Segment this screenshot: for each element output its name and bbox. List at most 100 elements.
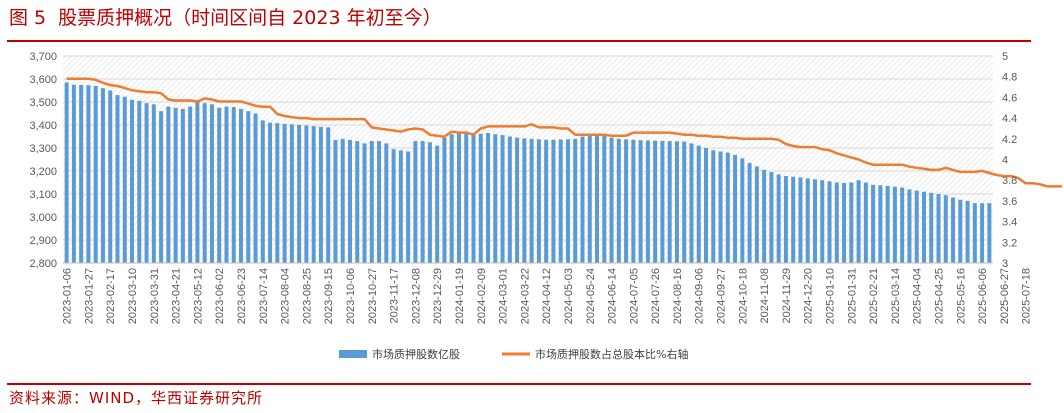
bar bbox=[631, 139, 636, 263]
bar bbox=[224, 106, 229, 263]
bar bbox=[842, 182, 847, 263]
bar bbox=[122, 96, 127, 264]
bar bbox=[529, 138, 534, 263]
bar bbox=[682, 141, 687, 263]
bar bbox=[420, 141, 425, 263]
bar bbox=[718, 151, 723, 263]
bar bbox=[951, 197, 956, 263]
bar bbox=[239, 108, 244, 264]
x-tick-label: 2024-12-20 bbox=[803, 268, 815, 324]
x-tick-label: 2023-11-17 bbox=[389, 268, 401, 323]
bar bbox=[921, 191, 926, 263]
bar bbox=[791, 176, 796, 263]
x-tick-label: 2025-02-21 bbox=[868, 268, 880, 324]
right-tick-label: 3.2 bbox=[1002, 237, 1017, 249]
right-tick-label: 4.2 bbox=[1002, 134, 1017, 146]
bar bbox=[892, 186, 897, 263]
bar bbox=[347, 139, 352, 263]
right-tick-label: 3 bbox=[1002, 258, 1008, 270]
left-tick-label: 3,300 bbox=[29, 143, 57, 155]
x-tick-label: 2024-05-24 bbox=[585, 268, 597, 324]
bar bbox=[595, 135, 600, 263]
bar bbox=[377, 141, 382, 263]
left-tick-label: 2,900 bbox=[29, 235, 57, 247]
bar bbox=[275, 123, 280, 263]
left-tick-label: 3,700 bbox=[29, 51, 57, 63]
x-tick-label: 2024-08-16 bbox=[672, 268, 684, 324]
x-tick-label: 2023-12-08 bbox=[410, 268, 422, 324]
bar bbox=[725, 152, 730, 263]
bar bbox=[660, 140, 665, 263]
bar bbox=[180, 108, 185, 264]
right-tick-label: 3.4 bbox=[1002, 217, 1017, 229]
bar bbox=[391, 149, 396, 263]
bar bbox=[464, 132, 469, 263]
bar bbox=[64, 82, 69, 263]
bar bbox=[515, 137, 520, 263]
bar bbox=[573, 138, 578, 263]
right-tick-label: 5 bbox=[1002, 51, 1008, 63]
bar bbox=[369, 141, 374, 263]
bar bbox=[704, 148, 709, 263]
bar bbox=[486, 133, 491, 263]
bar bbox=[246, 111, 251, 263]
x-tick-label: 2024-04-12 bbox=[541, 268, 553, 324]
right-tick-label: 4.8 bbox=[1002, 72, 1017, 84]
bar bbox=[696, 145, 701, 263]
bar bbox=[616, 138, 621, 263]
bar bbox=[958, 199, 963, 263]
bar bbox=[130, 99, 135, 263]
bar bbox=[580, 136, 585, 263]
x-tick-label: 2023-05-12 bbox=[192, 268, 204, 324]
x-tick-label: 2024-05-03 bbox=[563, 268, 575, 324]
bar bbox=[137, 100, 142, 263]
bar bbox=[820, 180, 825, 263]
x-tick-label: 2023-08-04 bbox=[280, 268, 292, 324]
bar bbox=[86, 85, 91, 264]
left-tick-label: 2,800 bbox=[29, 258, 57, 270]
x-tick-label: 2023-06-23 bbox=[236, 268, 248, 324]
bar bbox=[304, 125, 309, 264]
bar bbox=[398, 150, 403, 263]
left-tick-label: 3,500 bbox=[29, 97, 57, 109]
ratio-line bbox=[66, 77, 1062, 188]
bar bbox=[827, 181, 832, 263]
bar bbox=[362, 143, 367, 263]
x-tick-label: 2025-07-18 bbox=[1021, 268, 1033, 324]
bar bbox=[565, 139, 570, 263]
x-tick-label: 2024-09-27 bbox=[716, 268, 728, 324]
right-tick-label: 4 bbox=[1002, 155, 1008, 167]
x-tick-label: 2023-10-06 bbox=[345, 268, 357, 324]
right-axis: 3 3.2 3.4 3.6 3.8 4 4.2 4.4 4.6 4.8 5 bbox=[1002, 51, 1017, 270]
bar bbox=[878, 185, 883, 263]
bar bbox=[355, 141, 360, 263]
bar bbox=[413, 141, 418, 263]
bar bbox=[936, 194, 941, 263]
bar bbox=[406, 151, 411, 263]
bar bbox=[188, 106, 193, 263]
bottom-rule bbox=[7, 383, 1031, 385]
line-series bbox=[66, 77, 1062, 188]
bar bbox=[551, 139, 556, 263]
x-tick-label: 2025-01-10 bbox=[825, 268, 837, 324]
bar bbox=[987, 203, 992, 263]
x-tick-label: 2023-03-10 bbox=[127, 268, 139, 324]
bar bbox=[100, 88, 105, 263]
bar bbox=[449, 134, 454, 263]
bar bbox=[536, 139, 541, 263]
x-tick-label: 2023-06-02 bbox=[214, 268, 226, 324]
bar bbox=[587, 135, 592, 263]
bar bbox=[624, 139, 629, 263]
bar bbox=[173, 107, 178, 263]
bar bbox=[834, 182, 839, 263]
bar bbox=[711, 150, 716, 263]
right-tick-label: 3.8 bbox=[1002, 175, 1017, 187]
bar bbox=[260, 120, 265, 264]
bar bbox=[151, 104, 156, 263]
x-tick-label: 2023-12-29 bbox=[432, 268, 444, 324]
bar bbox=[980, 203, 985, 263]
x-tick-label: 2023-09-15 bbox=[323, 268, 335, 324]
bar bbox=[907, 189, 912, 263]
bar bbox=[733, 154, 738, 263]
bar bbox=[79, 84, 84, 263]
